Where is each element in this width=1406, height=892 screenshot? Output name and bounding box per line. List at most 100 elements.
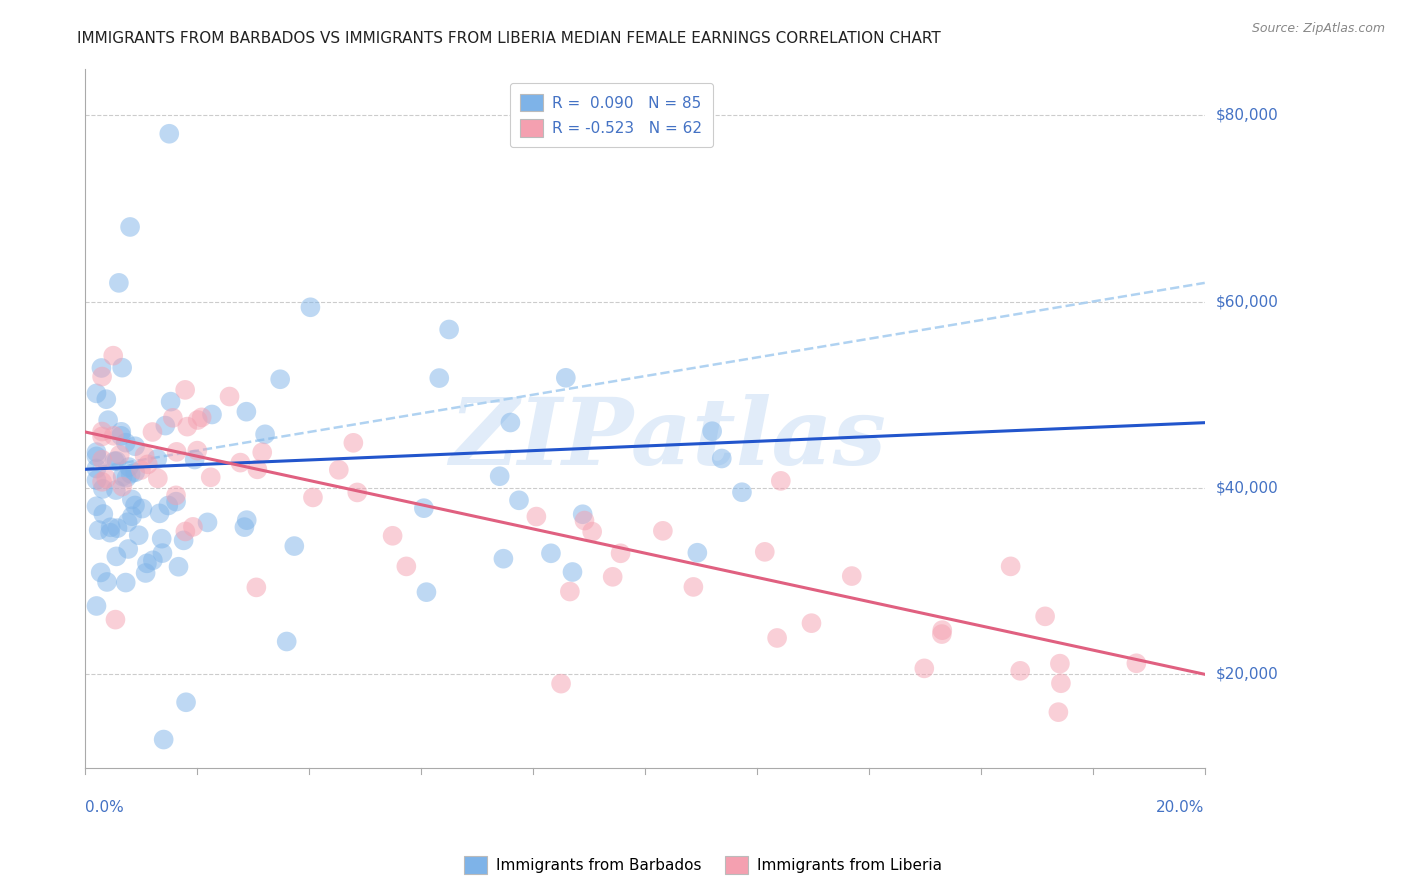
- Text: $20,000: $20,000: [1216, 667, 1278, 681]
- Point: [91, 475, 114, 489]
- Point: [245, 580, 267, 594]
- Point: [91, 429, 114, 443]
- Point: [108, 276, 131, 290]
- Point: [1125, 657, 1147, 671]
- Point: [686, 546, 709, 560]
- Point: [117, 515, 139, 529]
- Point: [165, 494, 187, 508]
- Point: [571, 508, 593, 522]
- Point: [702, 424, 724, 438]
- Text: 0.0%: 0.0%: [86, 800, 124, 815]
- Point: [107, 521, 129, 535]
- Point: [181, 520, 204, 534]
- Point: [174, 524, 197, 539]
- Point: [710, 451, 733, 466]
- Point: [769, 474, 792, 488]
- Point: [176, 419, 198, 434]
- Point: [96, 472, 118, 486]
- Point: [731, 485, 754, 500]
- Point: [165, 488, 187, 502]
- Point: [395, 559, 418, 574]
- Point: [86, 461, 108, 475]
- Point: [96, 574, 118, 589]
- Point: [86, 445, 108, 459]
- Point: [96, 392, 118, 407]
- Point: [174, 383, 197, 397]
- Point: [276, 634, 298, 648]
- Point: [235, 405, 257, 419]
- Text: $40,000: $40,000: [1216, 481, 1278, 495]
- Point: [90, 361, 112, 376]
- Point: [148, 507, 170, 521]
- Point: [252, 445, 274, 459]
- Point: [342, 435, 364, 450]
- Point: [682, 580, 704, 594]
- Point: [91, 452, 114, 467]
- Point: [609, 546, 631, 560]
- Point: [114, 575, 136, 590]
- Point: [766, 631, 789, 645]
- Point: [540, 546, 562, 560]
- Point: [98, 525, 121, 540]
- Point: [91, 507, 114, 521]
- Point: [157, 499, 180, 513]
- Point: [1049, 657, 1071, 671]
- Point: [1033, 609, 1056, 624]
- Point: [103, 349, 125, 363]
- Legend: Immigrants from Barbados, Immigrants from Liberia: Immigrants from Barbados, Immigrants fro…: [458, 850, 948, 880]
- Point: [581, 524, 603, 539]
- Point: [602, 570, 624, 584]
- Point: [554, 371, 576, 385]
- Point: [103, 429, 125, 443]
- Point: [124, 465, 146, 479]
- Point: [1010, 664, 1032, 678]
- Point: [651, 524, 673, 538]
- Point: [111, 469, 134, 483]
- Point: [87, 523, 110, 537]
- Point: [159, 394, 181, 409]
- Point: [499, 416, 522, 430]
- Point: [86, 473, 108, 487]
- Point: [166, 445, 188, 459]
- Point: [235, 513, 257, 527]
- Point: [754, 545, 776, 559]
- Point: [111, 479, 134, 493]
- Point: [233, 520, 256, 534]
- Point: [104, 613, 127, 627]
- Point: [381, 529, 404, 543]
- Point: [269, 372, 291, 386]
- Point: [108, 448, 131, 462]
- Point: [508, 493, 530, 508]
- Point: [492, 551, 515, 566]
- Point: [558, 584, 581, 599]
- Point: [91, 482, 114, 496]
- Point: [229, 456, 252, 470]
- Point: [157, 127, 180, 141]
- Point: [114, 435, 136, 450]
- Point: [155, 418, 177, 433]
- Point: [100, 520, 122, 534]
- Point: [427, 371, 450, 385]
- Point: [328, 463, 350, 477]
- Point: [412, 501, 434, 516]
- Point: [561, 565, 583, 579]
- Point: [142, 553, 165, 567]
- Point: [118, 460, 141, 475]
- Point: [190, 410, 212, 425]
- Point: [574, 514, 596, 528]
- Point: [183, 452, 205, 467]
- Point: [197, 516, 219, 530]
- Text: ZIPatlas: ZIPatlas: [449, 394, 886, 484]
- Point: [120, 219, 142, 234]
- Text: 20.0%: 20.0%: [1156, 800, 1205, 815]
- Legend: R =  0.090   N = 85, R = -0.523   N = 62: R = 0.090 N = 85, R = -0.523 N = 62: [510, 83, 713, 147]
- Point: [254, 427, 277, 442]
- Point: [524, 509, 547, 524]
- Text: IMMIGRANTS FROM BARBADOS VS IMMIGRANTS FROM LIBERIA MEDIAN FEMALE EARNINGS CORRE: IMMIGRANTS FROM BARBADOS VS IMMIGRANTS F…: [77, 31, 941, 46]
- Point: [437, 322, 460, 336]
- Point: [173, 533, 195, 548]
- Text: Source: ZipAtlas.com: Source: ZipAtlas.com: [1251, 22, 1385, 36]
- Point: [299, 300, 322, 314]
- Point: [128, 528, 150, 542]
- Point: [136, 458, 159, 472]
